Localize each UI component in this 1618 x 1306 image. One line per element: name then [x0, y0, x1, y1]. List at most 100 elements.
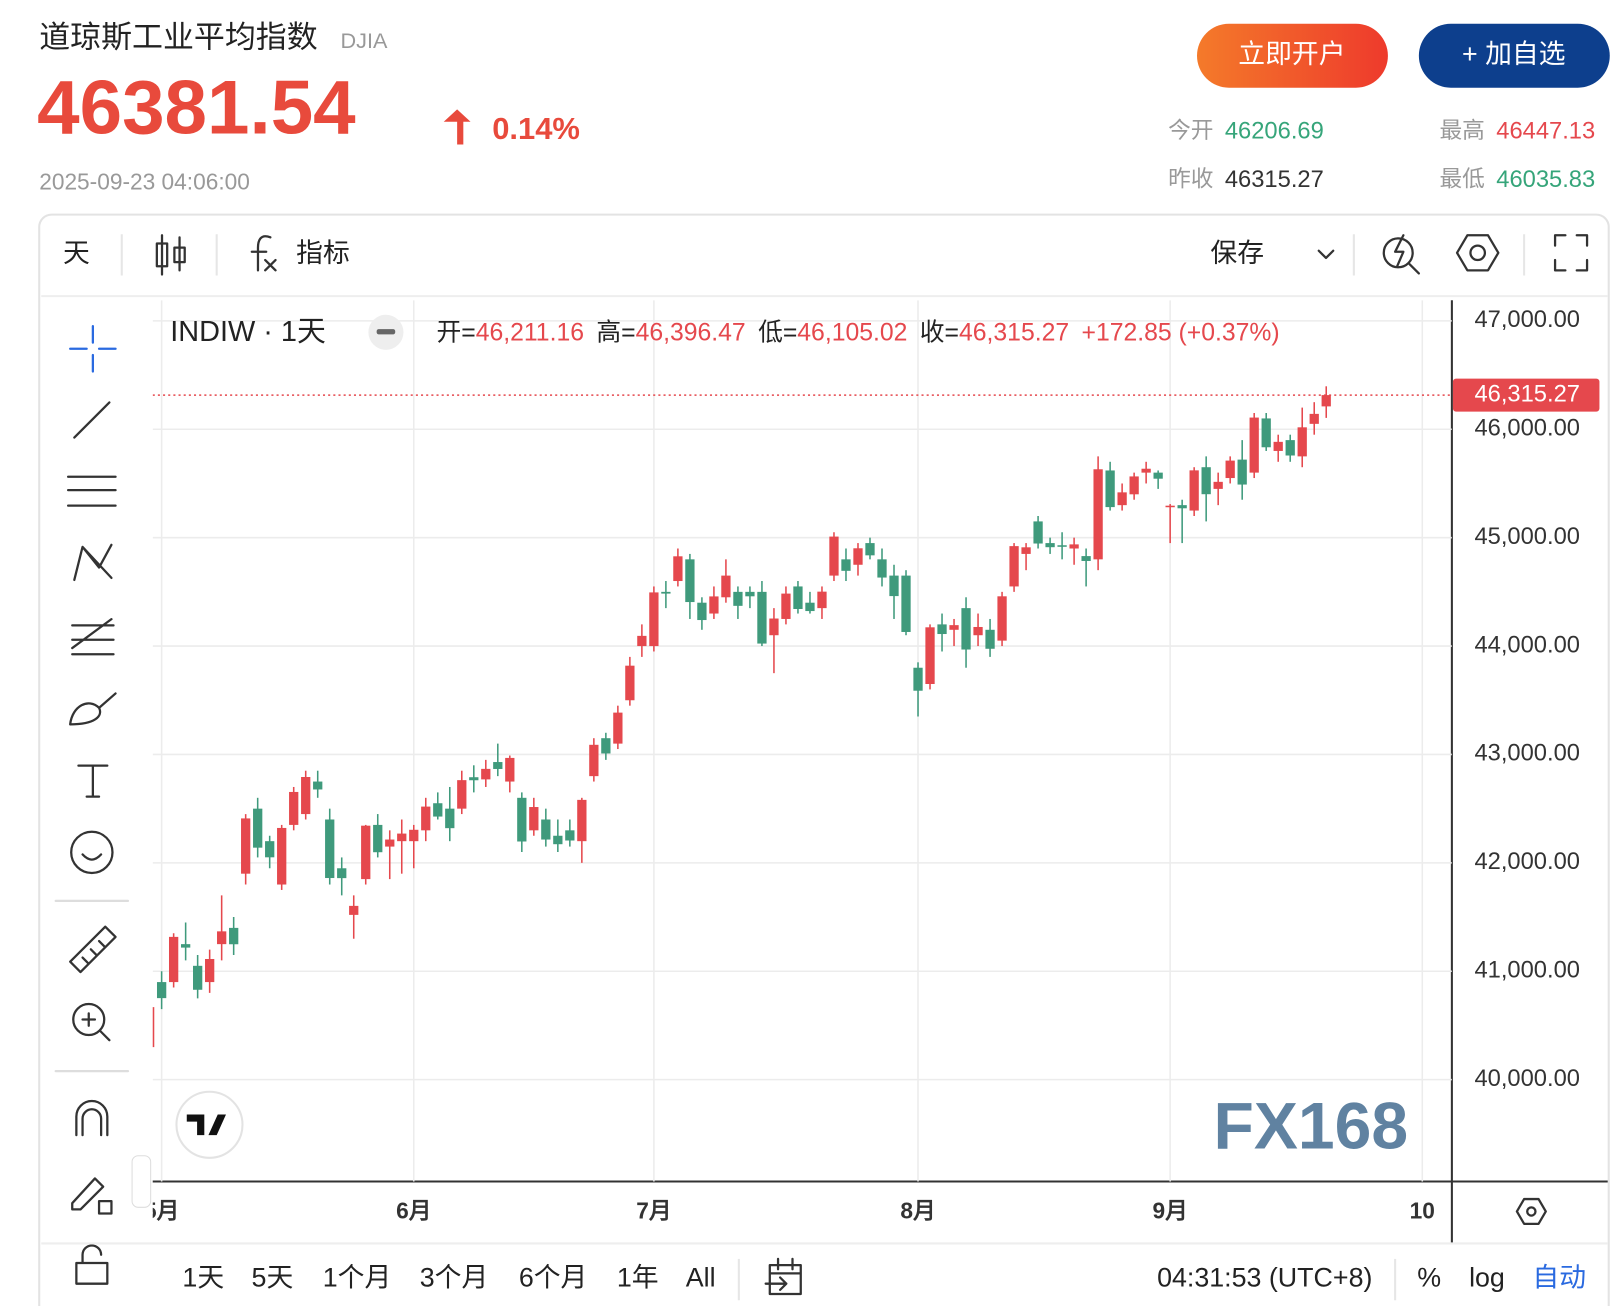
x-tick-label: 6月 [396, 1197, 431, 1223]
ruler-tool[interactable] [69, 925, 117, 974]
candle-body [229, 927, 239, 945]
range-button[interactable]: 5天 [252, 1263, 294, 1293]
candle-body [661, 591, 671, 594]
legend-label: 开= [436, 319, 475, 346]
emoji-smile [81, 853, 103, 861]
candle-body [337, 868, 347, 879]
y-tick-label: 40,000.00 [1474, 1066, 1580, 1092]
candle-body [1045, 543, 1055, 548]
candle-body [1249, 417, 1259, 473]
candle-body [949, 625, 959, 630]
range-button[interactable]: 1个月 [323, 1263, 392, 1293]
indicators-button[interactable]: 指标 [296, 238, 350, 268]
candle-body [1141, 468, 1151, 473]
crosshair-tool[interactable] [69, 324, 117, 373]
candle-body [1237, 459, 1247, 485]
range-button[interactable]: 3个月 [420, 1263, 489, 1293]
pattern-tool[interactable] [73, 543, 113, 582]
y-tick-label: 47,000.00 [1474, 307, 1580, 333]
percent-toggle[interactable]: % [1417, 1263, 1441, 1293]
index-code: DJIA [341, 28, 388, 53]
range-button[interactable]: 1天 [182, 1263, 224, 1293]
lock-draw-tool[interactable] [71, 1177, 113, 1215]
candle-body [325, 819, 335, 879]
tv-logo [175, 1090, 244, 1159]
axis-settings-icon[interactable] [1515, 1197, 1547, 1225]
open-account-button[interactable] [1197, 23, 1388, 88]
candle-body [493, 762, 503, 769]
clock: 04:31:53 (UTC+8) [1157, 1263, 1372, 1293]
y-tick-label: 45,000.00 [1474, 524, 1580, 550]
x-tick-label: 10 [1410, 1197, 1435, 1223]
candle-body [313, 781, 323, 790]
candle-body [1189, 470, 1199, 511]
log-toggle[interactable]: log [1469, 1263, 1505, 1293]
candle-body [805, 602, 815, 612]
stat-label: 最低 [1440, 166, 1485, 192]
candle-body [253, 808, 263, 848]
candle-body [925, 627, 935, 684]
stat-value: 46206.69 [1225, 118, 1324, 144]
zoom-tool[interactable] [72, 1002, 106, 1037]
candle-body [301, 776, 311, 815]
fx-icon[interactable] [250, 235, 277, 272]
candle-body [733, 591, 743, 606]
candle-body [1069, 544, 1079, 549]
candle-body [1273, 441, 1283, 451]
symbol-label: INDIW · 1天 [170, 316, 326, 348]
settings-icon[interactable] [1455, 234, 1500, 272]
range-button[interactable]: 6个月 [519, 1263, 588, 1293]
candle-body [781, 593, 791, 619]
candle-body [553, 835, 563, 845]
x-tick-label: 9月 [1152, 1197, 1187, 1223]
magnet-tool[interactable] [75, 1099, 109, 1137]
lock-tool[interactable] [75, 1244, 109, 1285]
save-button[interactable]: 保存 [1210, 238, 1264, 268]
price: 46381.54 [37, 66, 356, 151]
x-tick-label: 7月 [636, 1197, 671, 1223]
stat-value: 46447.13 [1496, 118, 1595, 144]
fib-tool[interactable] [66, 475, 117, 507]
candle-body [205, 958, 215, 983]
fullscreen-icon[interactable] [1553, 234, 1589, 272]
stat-label: 最高 [1440, 117, 1485, 143]
candle-body [649, 592, 659, 647]
candle-body [529, 807, 539, 831]
stat-value: 46035.83 [1496, 167, 1595, 193]
candle-body [1177, 505, 1187, 509]
candle-body [565, 830, 575, 841]
candle-body [865, 543, 875, 556]
trend-line-tool[interactable] [73, 401, 111, 439]
up-arrow [443, 109, 471, 145]
save-dropdown[interactable] [1317, 249, 1335, 260]
brush-tool[interactable] [69, 692, 117, 726]
range-button[interactable]: 1年 [617, 1263, 659, 1293]
candle-body [445, 808, 455, 829]
alert-icon[interactable] [1382, 234, 1420, 275]
text-tool[interactable] [77, 764, 109, 798]
goto-date-icon[interactable] [764, 1257, 802, 1296]
candle-body [433, 803, 443, 817]
open-account-label[interactable]: 立即开户 [1238, 39, 1345, 69]
emoji-tool[interactable] [70, 830, 114, 875]
watchlist-label[interactable]: + 加自选 [1462, 39, 1566, 69]
interval-button[interactable]: 天 [63, 238, 90, 268]
candle-body [1213, 481, 1223, 489]
candle-body [769, 618, 779, 636]
projection-tool[interactable] [71, 618, 115, 656]
candle-body [1261, 418, 1271, 448]
candle-body [985, 629, 995, 649]
candle-body [469, 777, 479, 781]
auto-toggle[interactable]: 自动 [1532, 1263, 1586, 1293]
candle-body [481, 768, 491, 780]
candle-type-button[interactable] [155, 234, 186, 276]
candle-body [361, 825, 371, 880]
collapse-toolbar[interactable] [131, 1155, 152, 1208]
range-button[interactable]: All [686, 1263, 716, 1293]
ohlc-legend: 开=46,211.16 高=46,396.47 低=46,105.02 收=46,31… [436, 318, 1279, 346]
watchlist-button[interactable] [1418, 23, 1610, 88]
candle-body [457, 780, 467, 809]
candle-body [373, 824, 383, 853]
y-tick-label: 43,000.00 [1474, 741, 1580, 767]
